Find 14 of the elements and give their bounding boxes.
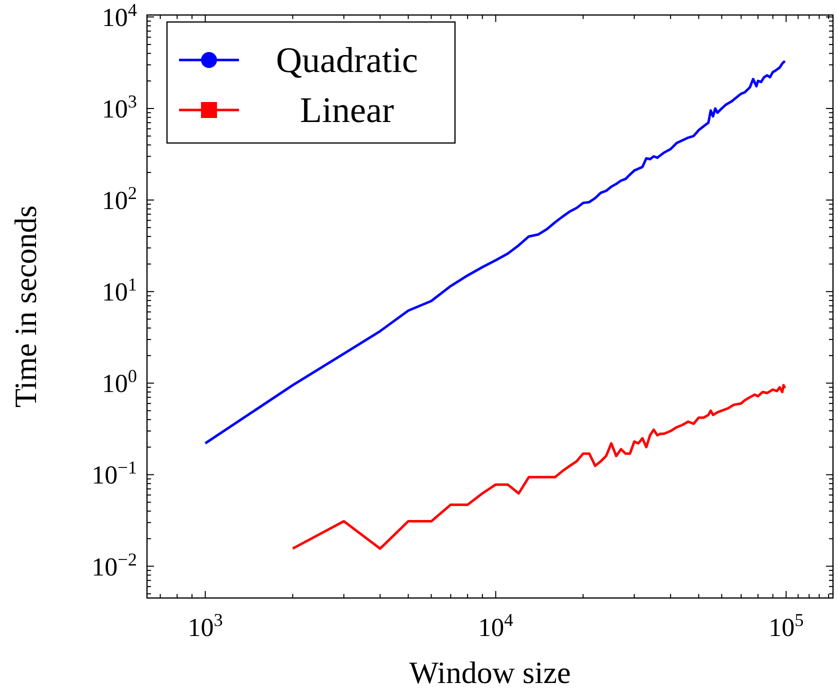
- y-tick-label: 10$^{−2}$: [92, 549, 137, 582]
- y-tick-label: 10$^{4}$: [102, 0, 137, 32]
- x-tick-label: 10$^{4}$: [478, 610, 514, 642]
- x-axis-title: Window size: [409, 655, 571, 690]
- legend-label: Quadratic: [276, 40, 418, 80]
- y-axis-title: Time in seconds: [8, 205, 43, 408]
- y-tick-label: 10$^{−1}$: [92, 458, 137, 490]
- legend-label: Linear: [300, 90, 394, 130]
- y-tick-label: 10$^{2}$: [102, 183, 137, 216]
- y-tick-label: 10$^{3}$: [102, 91, 137, 124]
- y-tick-label: 10$^{1}$: [102, 274, 137, 307]
- x-tick-label: 10$^{3}$: [188, 610, 223, 642]
- y-tick-label: 10$^{0}$: [102, 366, 137, 398]
- x-tick-label: 10$^{5}$: [768, 610, 804, 642]
